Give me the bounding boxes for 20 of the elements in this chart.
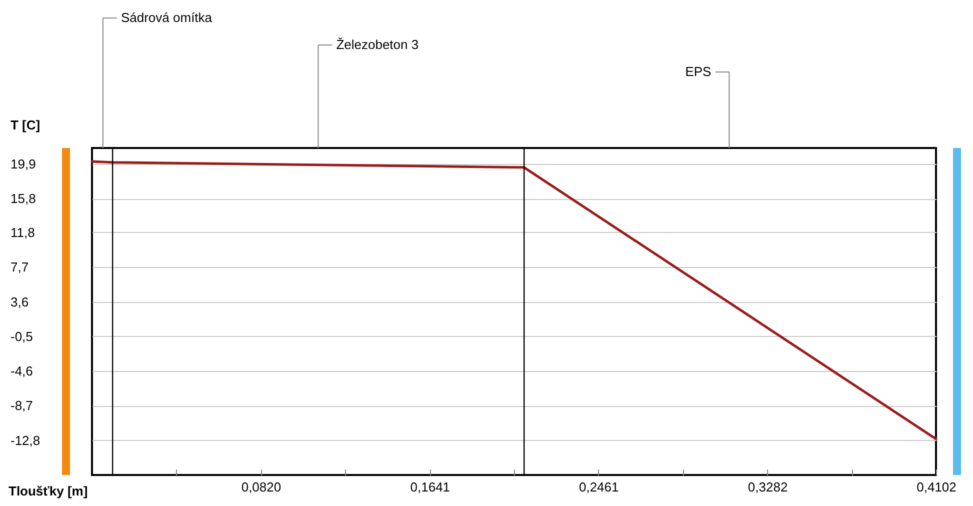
text: EPS	[685, 64, 712, 79]
y-tick-label: 3,6	[10, 294, 29, 310]
line-series	[90, 160, 938, 440]
y-tick-label: 15,8	[10, 191, 36, 206]
y-tick-label: -12,8	[10, 432, 40, 448]
x-tick-label: 0,3282	[748, 480, 788, 494]
text: Železobeton 3	[336, 37, 419, 52]
x-tick-label: 0,4102	[916, 480, 956, 494]
text: Sádrová omítka	[120, 10, 213, 25]
x-tick-label: 0,0820	[241, 480, 282, 494]
y-tick-label: -0,5	[10, 328, 33, 344]
y-axis-title: T [C]	[10, 118, 40, 132]
y-tick-label: -8,7	[10, 398, 33, 414]
y-tick-label: 7,7	[10, 260, 29, 275]
y-tick-label: -4,6	[10, 364, 33, 379]
x-axis-title: Tloušťky [m]	[8, 484, 88, 498]
y-tick-label: 11,8	[10, 224, 35, 240]
x-tick-label: 0,2461	[578, 480, 619, 494]
y-tick-label: 19,9	[10, 156, 36, 172]
x-tick-label: 0,1641	[410, 480, 450, 494]
